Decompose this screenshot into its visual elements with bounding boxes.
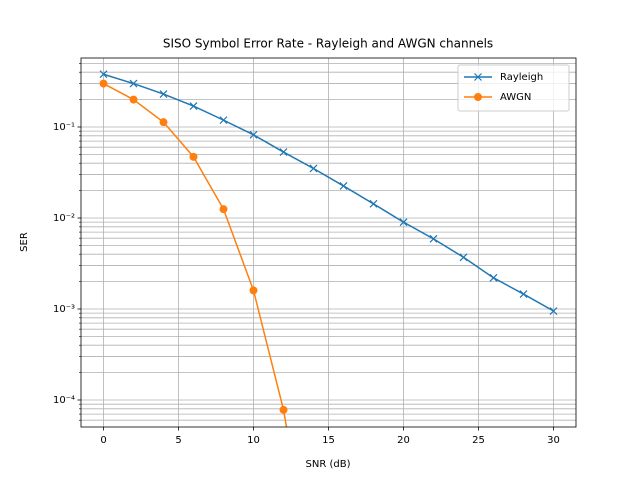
marker	[519, 290, 528, 298]
x-tick-label: 30	[547, 435, 560, 446]
marker	[99, 70, 108, 79]
marker	[189, 152, 198, 161]
marker	[429, 234, 438, 243]
chart-title: SISO Symbol Error Rate - Rayleigh and AW…	[163, 37, 493, 51]
y-tick-label: 10⁻¹	[53, 122, 75, 133]
legend-label: Rayleigh	[500, 72, 543, 83]
marker	[279, 405, 288, 414]
y-tick-label: 10⁻⁴	[53, 395, 75, 406]
x-tick-label: 5	[175, 435, 181, 446]
axes-frame	[80, 57, 577, 428]
marker	[339, 182, 348, 190]
marker	[159, 118, 168, 127]
marker	[129, 95, 138, 104]
x-tick-label: 15	[322, 435, 335, 446]
series-line	[103, 73, 554, 312]
marker	[249, 286, 258, 295]
marker	[219, 205, 228, 214]
marker	[309, 164, 318, 173]
legend: Rayleigh AWGN	[457, 64, 570, 112]
marker	[489, 273, 498, 282]
x-tick-label: 10	[247, 435, 260, 446]
grid	[79, 58, 576, 427]
marker	[279, 148, 288, 157]
marker	[399, 218, 408, 227]
marker	[129, 79, 138, 88]
series-line	[103, 82, 288, 427]
x-tick-label: 20	[397, 435, 410, 446]
legend-marker	[474, 93, 482, 101]
marker	[549, 307, 558, 315]
marker	[189, 102, 198, 110]
marker	[369, 199, 378, 208]
legend-marker	[474, 73, 482, 81]
y-tick-label: 10⁻³	[53, 304, 75, 315]
plot-area	[99, 70, 558, 427]
marker	[159, 90, 168, 98]
x-tick-label: 0	[100, 435, 106, 446]
x-axis-label: SNR (dB)	[306, 459, 351, 470]
marker	[219, 116, 228, 125]
marker	[459, 253, 468, 262]
marker	[249, 130, 258, 139]
marker	[99, 79, 108, 88]
legend-label: AWGN	[500, 92, 531, 103]
x-tick-label: 25	[472, 435, 485, 446]
y-tick-label: 10⁻²	[53, 213, 75, 224]
y-axis-label: SER	[19, 232, 30, 252]
